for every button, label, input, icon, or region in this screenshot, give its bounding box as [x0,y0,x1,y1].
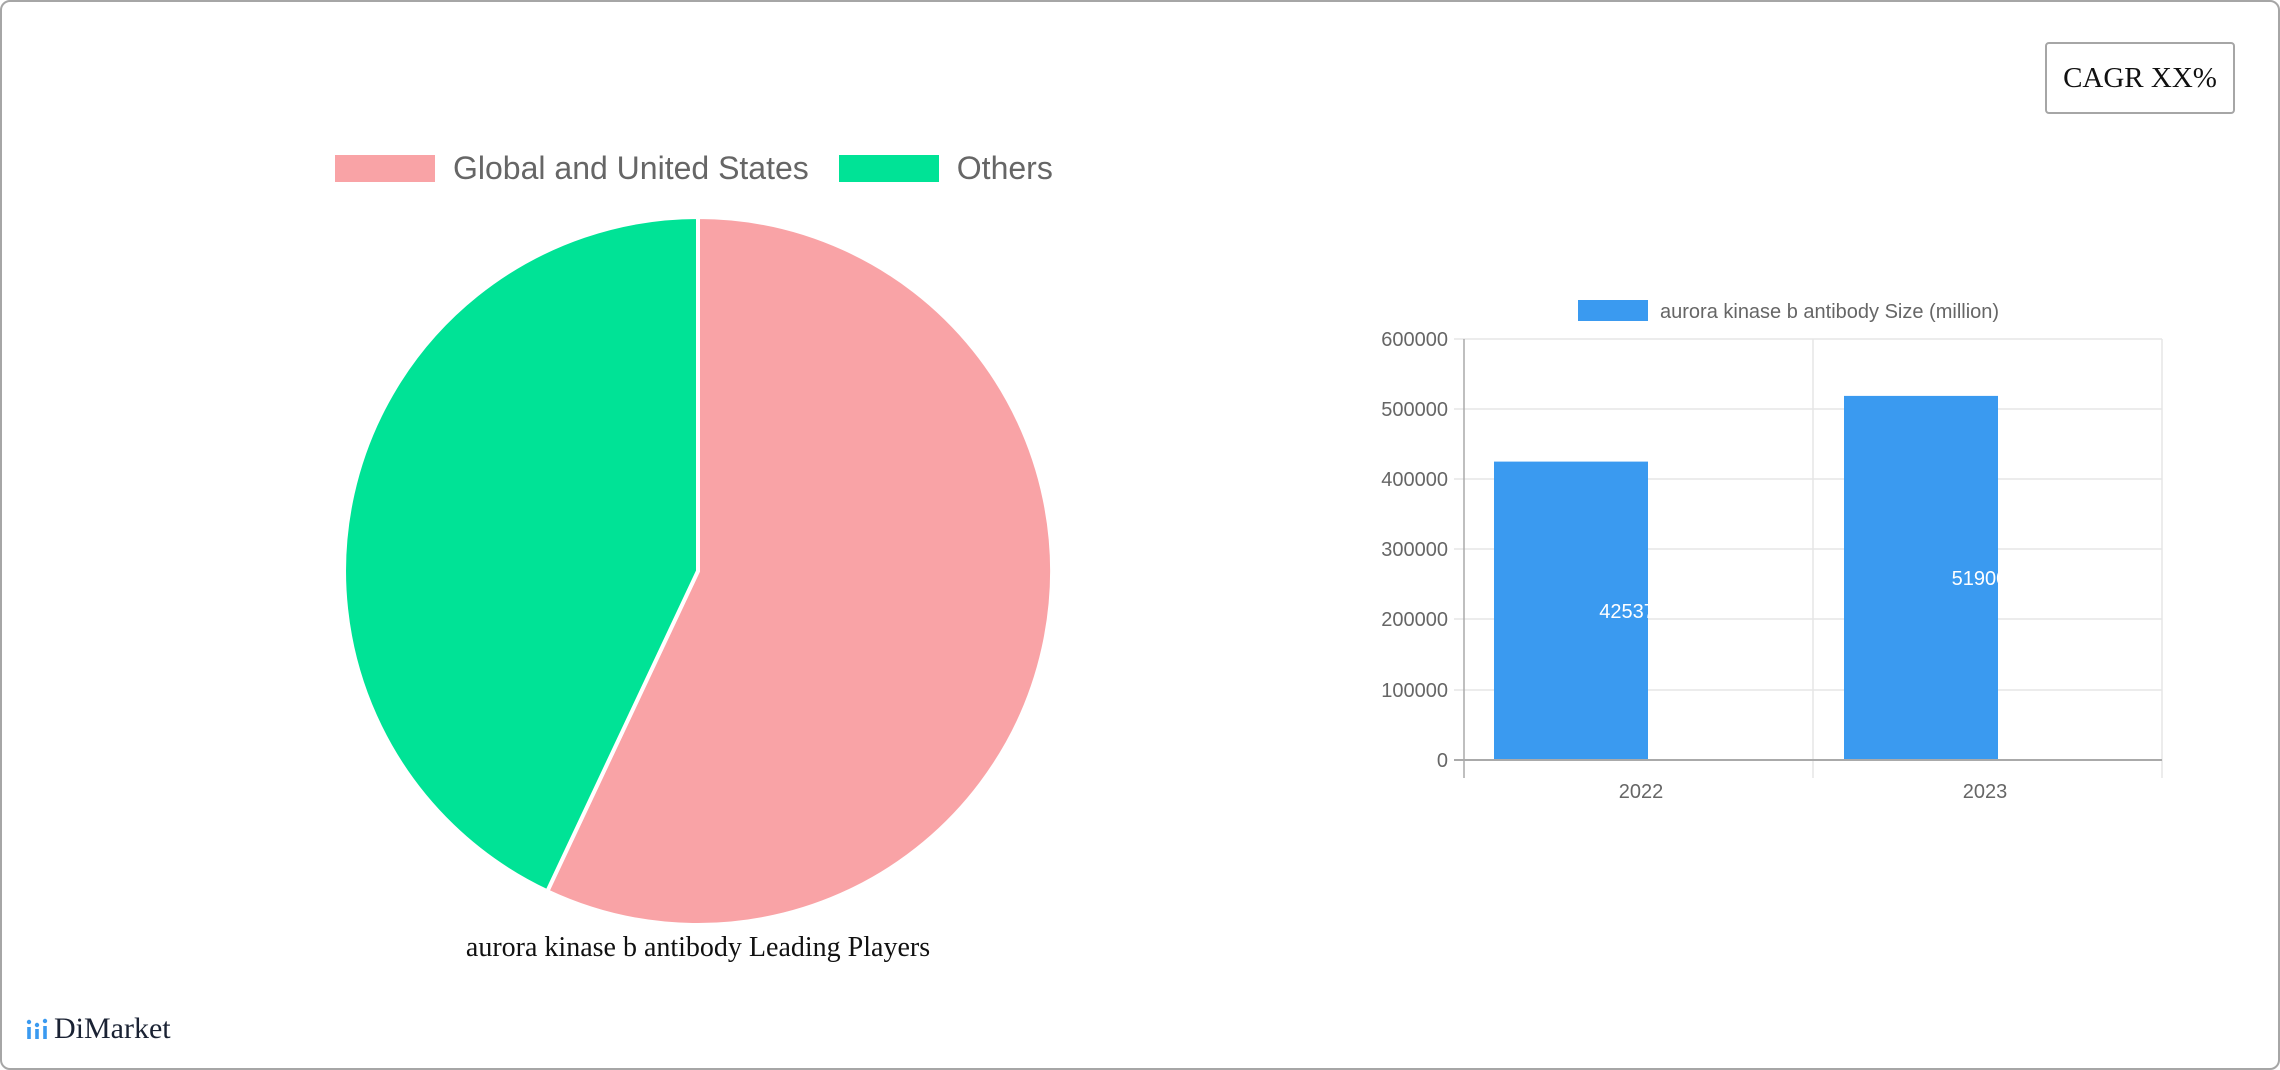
x-tick-2023: 2023 [1963,781,2008,803]
y-tick: 400000 [1381,469,1448,491]
dimarket-logo[interactable]: DiMarket [26,1012,171,1046]
legend-swatch [335,155,435,182]
y-tick: 500000 [1381,399,1448,421]
y-tick: 0 [1437,750,1448,772]
legend-label: Global and United States [453,150,809,186]
bar-2023[interactable] [1844,395,1998,760]
pie-legend-item-others[interactable]: Others [838,150,1053,187]
bar-value-2022: 425374.9 [1599,601,1682,623]
y-tick: 100000 [1381,680,1448,702]
y-tick: 200000 [1381,609,1448,631]
cagr-badge: CAGR XX% [2045,42,2235,114]
bar-legend-swatch [1578,300,1648,321]
pie-legend: Global and United States Others [335,150,1083,187]
bar-value-2023: 519000 [1952,568,2019,590]
y-tick: 300000 [1381,539,1448,561]
legend-label: Others [956,150,1053,186]
logo-bars-icon [26,1018,48,1039]
bar-chart: aurora kinase b antibody Size (million) … [1330,280,2280,820]
pie-slice-others[interactable] [342,214,700,894]
pie-legend-item-global-us[interactable]: Global and United States [335,150,809,187]
bar-legend-label[interactable]: aurora kinase b antibody Size (million) [1660,301,1999,323]
logo-text: DiMarket [54,1012,171,1045]
pie-slice-global-us[interactable] [544,214,1054,927]
pie-chart [340,213,1056,929]
x-tick-2022: 2022 [1619,781,1664,803]
cagr-label: CAGR XX% [2063,61,2217,94]
pie-title: aurora kinase b antibody Leading Players [465,932,931,963]
legend-swatch [838,155,939,182]
bar-2022[interactable] [1494,461,1648,760]
y-tick: 600000 [1381,329,1448,351]
